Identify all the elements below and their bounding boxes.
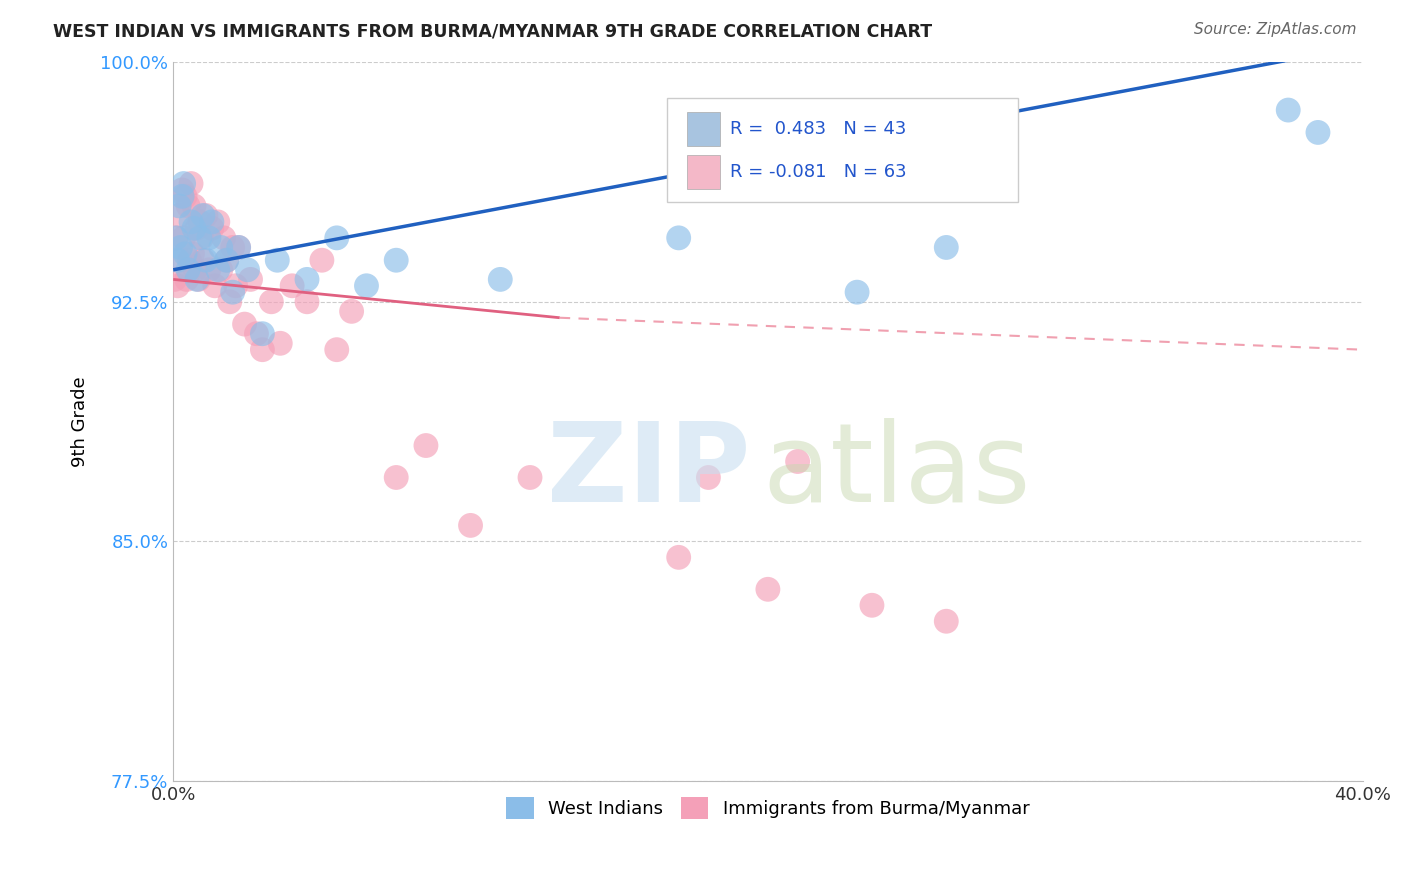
Point [1277, 103, 1299, 117]
Point [167, 199, 190, 213]
Point [252, 343, 274, 357]
Point [209, 262, 232, 277]
Point [846, 285, 869, 300]
Point [181, 247, 204, 261]
Point [860, 599, 883, 613]
Text: Source: ZipAtlas.com: Source: ZipAtlas.com [1194, 22, 1357, 37]
Point [697, 470, 720, 484]
Point [194, 209, 217, 223]
Point [204, 278, 226, 293]
Point [260, 294, 283, 309]
Point [173, 231, 195, 245]
Point [236, 262, 259, 277]
Point [166, 278, 188, 293]
Point [201, 215, 224, 229]
Point [295, 294, 318, 309]
Point [209, 240, 232, 254]
Point [180, 215, 202, 229]
Text: atlas: atlas [762, 418, 1031, 525]
Point [212, 231, 235, 245]
Point [174, 247, 197, 261]
Point [326, 231, 349, 245]
Text: WEST INDIAN VS IMMIGRANTS FROM BURMA/MYANMAR 9TH GRADE CORRELATION CHART: WEST INDIAN VS IMMIGRANTS FROM BURMA/MYA… [53, 22, 932, 40]
Point [228, 240, 250, 254]
Point [165, 231, 187, 245]
Point [415, 438, 437, 452]
Point [295, 272, 318, 286]
Point [169, 253, 191, 268]
Point [188, 231, 211, 245]
Point [356, 278, 378, 293]
Point [489, 272, 512, 286]
Point [201, 221, 224, 235]
Point [756, 582, 779, 597]
Point [183, 221, 205, 235]
Point [188, 215, 211, 229]
Point [179, 253, 201, 268]
Point [190, 231, 212, 245]
Point [180, 177, 202, 191]
Point [177, 262, 200, 277]
Point [281, 278, 304, 293]
Point [340, 304, 363, 318]
Point [184, 262, 207, 277]
Legend: West Indians, Immigrants from Burma/Myanmar: West Indians, Immigrants from Burma/Myan… [499, 789, 1036, 826]
Point [239, 272, 262, 286]
Point [233, 317, 256, 331]
Point [519, 470, 541, 484]
Text: ZIP: ZIP [547, 418, 749, 525]
Point [326, 343, 349, 357]
Point [191, 253, 214, 268]
Point [225, 278, 247, 293]
Point [163, 272, 186, 286]
Point [668, 231, 690, 245]
Point [269, 336, 291, 351]
Point [935, 614, 957, 628]
Point [266, 253, 288, 268]
Point [668, 550, 690, 565]
Point [228, 240, 250, 254]
Point [1306, 125, 1329, 139]
Point [165, 231, 187, 245]
Point [207, 262, 229, 277]
Point [460, 518, 482, 533]
Point [187, 272, 209, 286]
Point [311, 253, 333, 268]
Point [173, 177, 195, 191]
Point [252, 326, 274, 341]
Point [172, 183, 194, 197]
Point [167, 209, 190, 223]
Point [221, 240, 243, 254]
Point [245, 326, 267, 341]
Text: R = -0.081   N = 63: R = -0.081 N = 63 [730, 163, 907, 181]
Point [176, 272, 198, 286]
Point [198, 262, 221, 277]
Point [186, 221, 208, 235]
Point [198, 231, 221, 245]
Point [215, 253, 238, 268]
Point [215, 253, 238, 268]
Point [385, 470, 408, 484]
Point [183, 199, 205, 213]
Point [385, 253, 408, 268]
Point [169, 240, 191, 254]
Point [174, 189, 197, 203]
Point [194, 253, 217, 268]
FancyBboxPatch shape [666, 98, 1018, 202]
Point [207, 215, 229, 229]
Text: R =  0.483   N = 43: R = 0.483 N = 43 [730, 120, 907, 138]
Bar [688, 112, 720, 146]
Point [221, 285, 243, 300]
Point [177, 199, 200, 213]
Point [935, 240, 957, 254]
Point [191, 209, 214, 223]
Y-axis label: 9th Grade: 9th Grade [72, 376, 89, 467]
Point [786, 454, 808, 468]
Point [218, 294, 240, 309]
Bar [688, 155, 720, 189]
Point [186, 272, 208, 286]
Point [172, 189, 194, 203]
Point [166, 253, 188, 268]
